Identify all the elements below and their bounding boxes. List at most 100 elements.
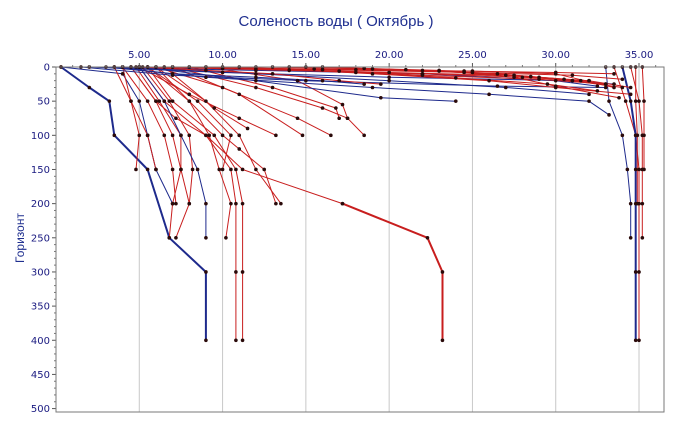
data-point [628,92,633,97]
y-tick-label: 0 [44,63,50,74]
data-point [154,167,158,172]
data-point [587,78,591,83]
data-point [237,92,242,97]
data-point [520,75,525,80]
series-line [60,66,207,341]
data-point [612,72,616,76]
data-point [620,133,625,138]
y-tick-label: 300 [31,267,50,278]
data-point [553,84,558,88]
data-point [620,77,625,82]
data-point [157,99,162,103]
data-point [270,72,275,76]
data-point [633,270,638,274]
series-line [105,66,610,116]
data-point [162,133,167,138]
data-point [254,167,258,172]
data-point [187,133,192,138]
data-point [187,201,192,206]
data-point [254,72,258,76]
data-point [570,73,575,77]
series-line [122,66,140,170]
data-point [617,95,621,100]
data-point [637,167,641,172]
series-line [113,66,157,170]
data-point [640,201,645,206]
data-point [295,78,300,83]
data-point [362,133,366,138]
data-point [453,99,458,103]
data-point [370,72,375,76]
data-point [320,78,325,83]
series-line [147,66,244,341]
data-point [640,235,645,240]
data-point [440,338,445,343]
data-point [320,106,325,110]
data-point [240,201,245,206]
data-point [623,99,628,103]
y-tick-label: 500 [31,404,50,415]
data-point [212,133,217,138]
series-line [155,66,232,238]
series-line [147,66,277,204]
data-point [642,167,646,172]
data-point [495,84,500,88]
series-line [135,66,182,238]
data-point [354,70,358,75]
data-point [170,167,175,172]
data-point [174,201,178,206]
data-point [204,201,208,206]
data-point [145,99,150,103]
data-point [134,167,138,172]
data-point [470,70,475,75]
data-point [179,167,183,172]
data-point [234,338,238,343]
data-point [628,201,633,206]
data-point [87,85,92,90]
data-point [190,167,195,172]
data-point [229,133,233,138]
data-point [603,85,608,90]
series-line [342,202,444,341]
data-point [345,116,350,121]
data-point [167,99,172,103]
data-point [387,75,391,80]
data-point [370,67,375,71]
data-point [204,133,208,138]
data-point [195,167,200,172]
data-point [237,147,242,151]
data-point [145,133,150,138]
data-point [107,99,112,103]
data-point [312,67,316,71]
data-point [553,70,558,75]
data-point [187,99,192,103]
data-point [245,126,250,131]
data-point [633,338,638,343]
data-point [462,70,466,75]
x-tick-label: 10.00 [208,50,237,61]
series-line [60,66,174,204]
y-tick-label: 100 [31,131,50,142]
data-point [420,68,425,73]
series-line [641,66,645,170]
data-point [603,82,608,86]
data-point [237,116,242,121]
series-line [155,66,631,88]
data-point [537,75,541,80]
data-point [279,201,283,206]
data-point [370,85,375,90]
data-point [170,133,175,138]
data-point [570,78,575,83]
data-point [379,82,383,86]
y-tick-label: 450 [31,370,50,381]
data-point [137,99,142,103]
data-point [300,133,305,138]
data-point [287,68,292,73]
data-point [174,235,178,240]
data-point [204,338,208,343]
grid [138,67,640,412]
data-point [234,270,238,274]
data-point [204,235,208,240]
data-point [440,270,445,274]
data-point [204,99,208,103]
